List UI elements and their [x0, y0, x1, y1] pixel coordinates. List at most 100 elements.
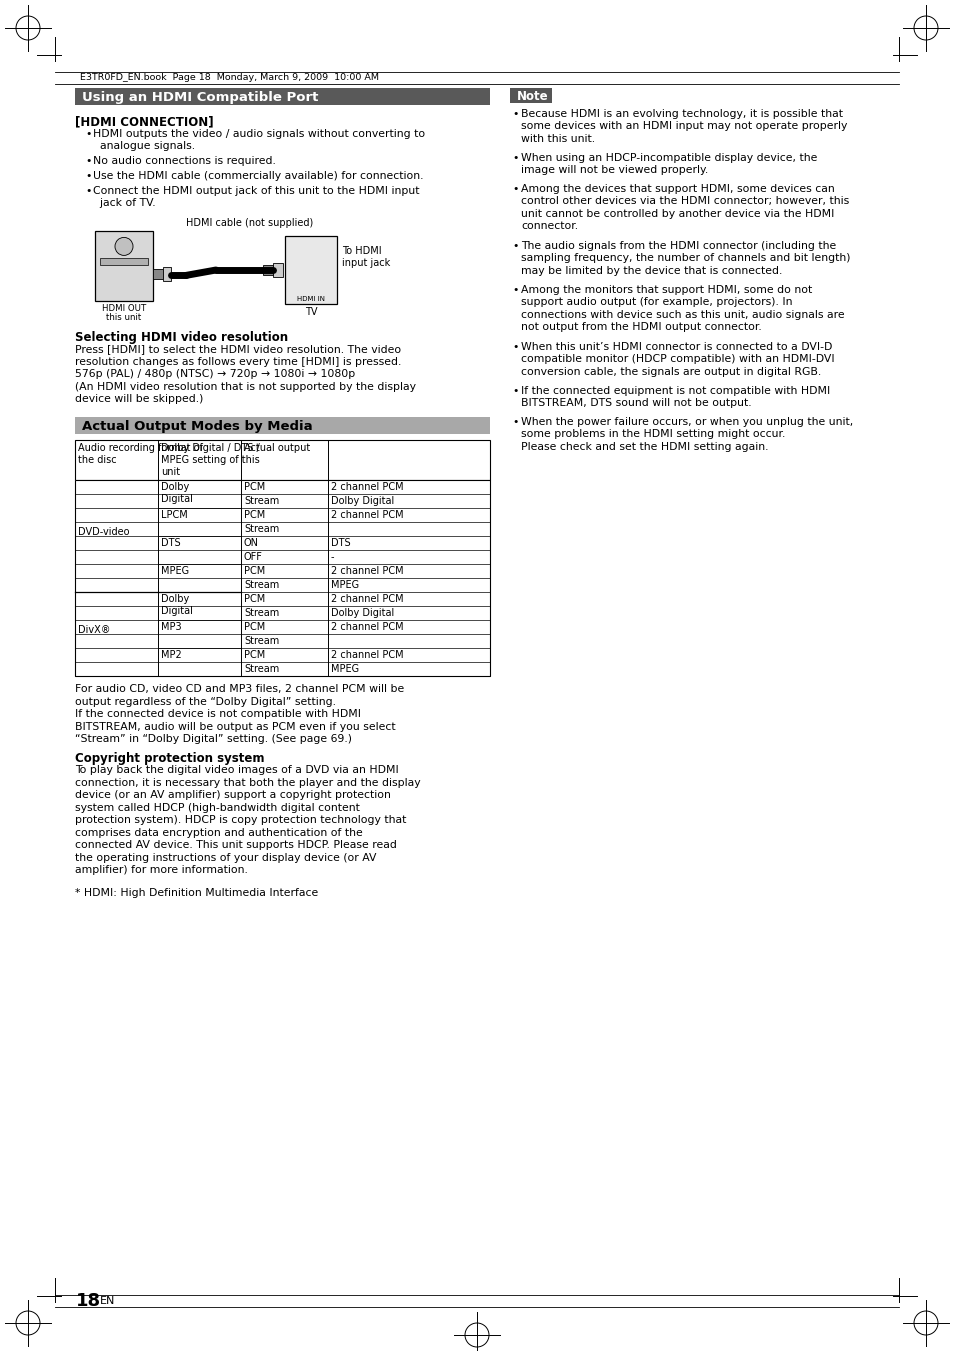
Text: For audio CD, video CD and MP3 files, 2 channel PCM will be
output regardless of: For audio CD, video CD and MP3 files, 2 …	[75, 684, 404, 744]
Text: Dolby
Digital: Dolby Digital	[161, 482, 193, 504]
Bar	[263, 265, 273, 276]
Text: HDMI outputs the video / audio signals without converting to
  analogue signals.: HDMI outputs the video / audio signals w…	[92, 128, 425, 151]
Text: PCM: PCM	[244, 482, 265, 492]
Text: Copyright protection system: Copyright protection system	[75, 753, 264, 765]
Text: TV: TV	[304, 307, 317, 317]
Text: The audio signals from the HDMI connector (including the
sampling frequency, the: The audio signals from the HDMI connecto…	[520, 240, 850, 276]
Text: DVD-video: DVD-video	[78, 527, 130, 536]
Text: 18: 18	[76, 1292, 101, 1310]
Text: HDMI cable (not supplied): HDMI cable (not supplied)	[186, 218, 313, 228]
Text: Actual output: Actual output	[244, 443, 310, 453]
Bar	[75, 494, 490, 508]
Text: When using an HDCP-incompatible display device, the
image will not be viewed pro: When using an HDCP-incompatible display …	[520, 153, 817, 176]
Bar	[75, 550, 490, 563]
Text: DTS: DTS	[331, 538, 351, 549]
Text: •: •	[85, 155, 91, 166]
Bar	[75, 634, 490, 648]
Text: Stream: Stream	[244, 580, 279, 590]
Text: [HDMI CONNECTION]: [HDMI CONNECTION]	[75, 115, 213, 128]
Text: If the connected equipment is not compatible with HDMI
BITSTREAM, DTS sound will: If the connected equipment is not compat…	[520, 386, 829, 408]
Text: 2 channel PCM: 2 channel PCM	[331, 482, 403, 492]
Bar	[75, 440, 490, 480]
Bar	[75, 620, 490, 634]
Text: Press [HDMI] to select the HDMI video resolution. The video
resolution changes a: Press [HDMI] to select the HDMI video re…	[75, 345, 416, 404]
Text: Note: Note	[517, 91, 548, 103]
Bar	[273, 263, 283, 277]
Text: Use the HDMI cable (commercially available) for connection.: Use the HDMI cable (commercially availab…	[92, 172, 423, 181]
Text: 2 channel PCM: 2 channel PCM	[331, 650, 403, 661]
Text: E3TR0FD_EN.book  Page 18  Monday, March 9, 2009  10:00 AM: E3TR0FD_EN.book Page 18 Monday, March 9,…	[80, 73, 378, 82]
Text: •: •	[85, 186, 91, 196]
Text: MP2: MP2	[161, 650, 182, 661]
Bar	[285, 236, 336, 304]
Bar	[75, 521, 490, 536]
Text: 2 channel PCM: 2 channel PCM	[331, 621, 403, 632]
Text: Among the monitors that support HDMI, some do not
support audio output (for exam: Among the monitors that support HDMI, so…	[520, 285, 843, 332]
Text: PCM: PCM	[244, 509, 265, 520]
Text: ON: ON	[244, 538, 258, 549]
Text: DivX®: DivX®	[78, 626, 111, 635]
Text: •: •	[512, 153, 517, 163]
Text: HDMI IN: HDMI IN	[296, 296, 325, 303]
Text: No audio connections is required.: No audio connections is required.	[92, 155, 275, 166]
Text: Stream: Stream	[244, 608, 279, 617]
Text: •: •	[512, 285, 517, 295]
Text: this unit: this unit	[107, 313, 141, 322]
Text: Dolby Digital / DTS /
MPEG setting of this
unit: Dolby Digital / DTS / MPEG setting of th…	[161, 443, 259, 477]
Text: Selecting HDMI video resolution: Selecting HDMI video resolution	[75, 331, 288, 345]
Text: •: •	[512, 184, 517, 195]
Text: MPEG: MPEG	[331, 663, 358, 674]
Bar	[152, 269, 163, 280]
Text: •: •	[512, 342, 517, 353]
Text: •: •	[512, 240, 517, 251]
Text: Stream: Stream	[244, 524, 279, 534]
Text: 2 channel PCM: 2 channel PCM	[331, 594, 403, 604]
Bar	[75, 480, 490, 494]
Text: OFF: OFF	[244, 553, 263, 562]
Bar	[95, 231, 152, 301]
Text: DTS: DTS	[161, 538, 180, 549]
Bar	[75, 607, 490, 620]
Text: Among the devices that support HDMI, some devices can
control other devices via : Among the devices that support HDMI, som…	[520, 184, 848, 231]
Text: PCM: PCM	[244, 566, 265, 576]
Text: •: •	[512, 109, 517, 119]
Text: Audio recording format of
the disc: Audio recording format of the disc	[78, 443, 203, 465]
Text: * HDMI: High Definition Multimedia Interface: * HDMI: High Definition Multimedia Inter…	[75, 888, 318, 898]
Bar	[75, 88, 490, 105]
Text: -: -	[331, 553, 335, 562]
Bar	[75, 536, 490, 550]
Text: Dolby
Digital: Dolby Digital	[161, 594, 193, 616]
Text: HDMI OUT: HDMI OUT	[102, 304, 146, 313]
Bar	[75, 578, 490, 592]
Text: 2 channel PCM: 2 channel PCM	[331, 509, 403, 520]
Text: EN: EN	[100, 1296, 115, 1306]
Text: Dolby Digital: Dolby Digital	[331, 496, 394, 507]
Text: Using an HDMI Compatible Port: Using an HDMI Compatible Port	[82, 91, 318, 104]
Bar	[100, 258, 148, 265]
Text: To HDMI
input jack: To HDMI input jack	[341, 246, 390, 269]
Text: LPCM: LPCM	[161, 509, 188, 520]
Bar	[75, 480, 490, 676]
Text: Stream: Stream	[244, 496, 279, 507]
Text: 2 channel PCM: 2 channel PCM	[331, 566, 403, 576]
Text: Dolby Digital: Dolby Digital	[331, 608, 394, 617]
Text: •: •	[512, 417, 517, 427]
Bar	[75, 592, 490, 607]
Text: MP3: MP3	[161, 621, 181, 632]
Bar	[75, 563, 490, 578]
Text: MPEG: MPEG	[331, 580, 358, 590]
Bar	[510, 88, 552, 103]
Text: PCM: PCM	[244, 621, 265, 632]
Text: •: •	[85, 128, 91, 139]
Text: PCM: PCM	[244, 594, 265, 604]
Text: When the power failure occurs, or when you unplug the unit,
some problems in the: When the power failure occurs, or when y…	[520, 417, 852, 451]
Text: Stream: Stream	[244, 663, 279, 674]
Bar	[75, 417, 490, 434]
Bar	[163, 267, 171, 281]
Text: To play back the digital video images of a DVD via an HDMI
connection, it is nec: To play back the digital video images of…	[75, 765, 420, 875]
Circle shape	[115, 238, 132, 255]
Text: Stream: Stream	[244, 636, 279, 646]
Text: •: •	[512, 386, 517, 396]
Text: Because HDMI is an evolving technology, it is possible that
some devices with an: Because HDMI is an evolving technology, …	[520, 109, 846, 143]
Text: •: •	[85, 172, 91, 181]
